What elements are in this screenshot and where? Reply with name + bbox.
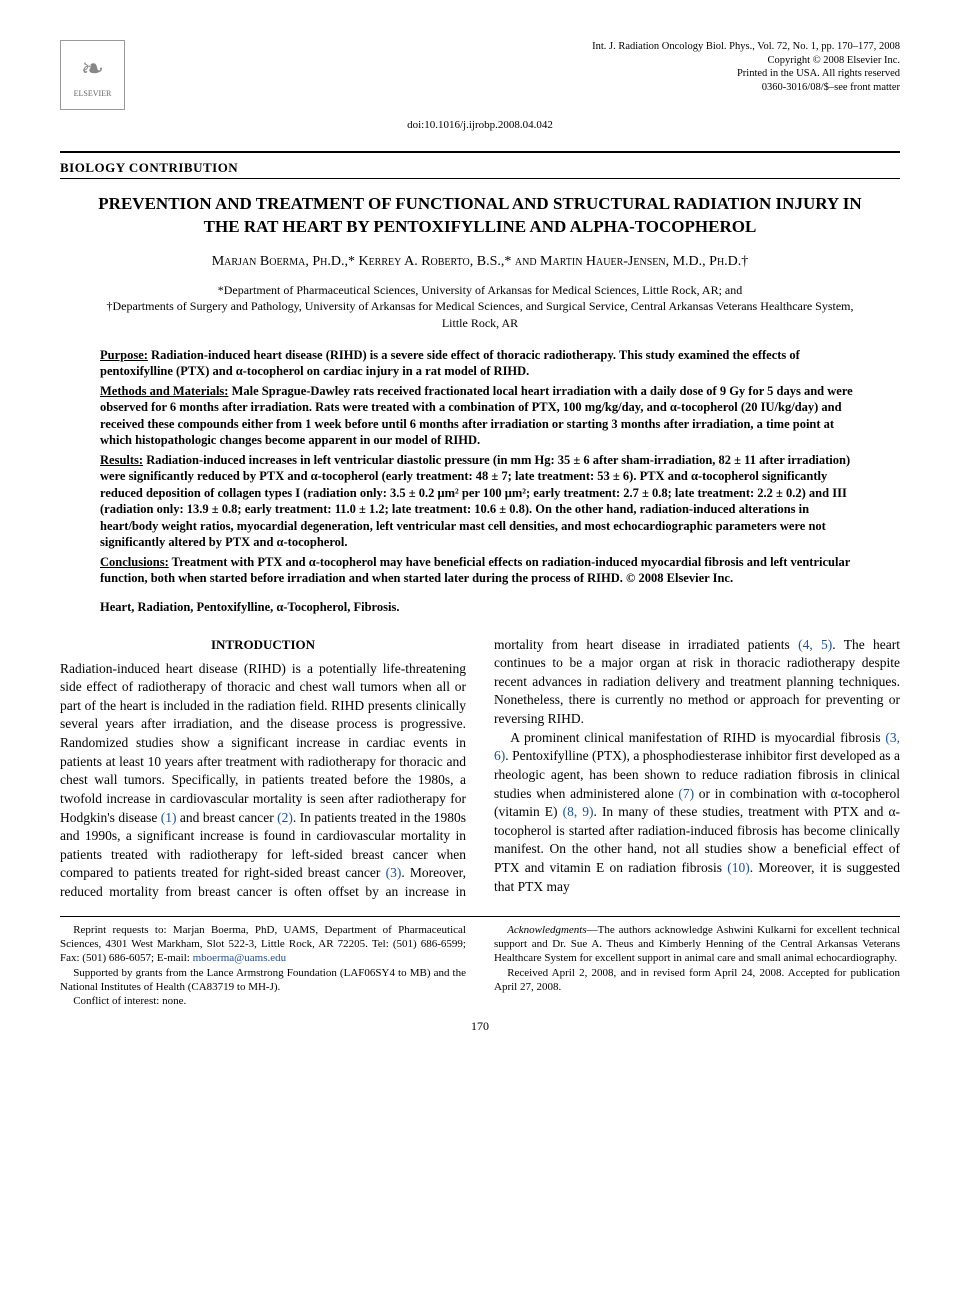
affiliation-1: *Department of Pharmaceutical Sciences, … (100, 282, 860, 298)
page-number: 170 (60, 1018, 900, 1034)
conclusions-head: Conclusions: (100, 555, 169, 569)
journal-meta: Int. J. Radiation Oncology Biol. Phys., … (592, 40, 900, 95)
support-note: Supported by grants from the Lance Armst… (60, 966, 466, 995)
rule-under-label (60, 178, 900, 179)
section-label: BIOLOGY CONTRIBUTION (60, 159, 900, 177)
publisher-logo-label: ELSEVIER (74, 89, 112, 100)
conflict-note: Conflict of interest: none. (60, 994, 466, 1008)
ack-label: Acknowledgments (507, 924, 586, 936)
footnote-separator (60, 916, 900, 917)
body-columns: INTRODUCTION Radiation-induced heart dis… (60, 636, 900, 902)
ref-link-8-9[interactable]: (8, 9) (563, 804, 594, 819)
received-dates: Received April 2, 2008, and in revised f… (494, 966, 900, 995)
reprint-request: Reprint requests to: Marjan Boerma, PhD,… (60, 923, 466, 966)
ref-link-7[interactable]: (7) (678, 786, 694, 801)
intro-paragraph-2: A prominent clinical manifestation of RI… (494, 729, 900, 897)
abstract-purpose: Purpose: Radiation-induced heart disease… (100, 347, 860, 380)
results-text: Radiation-induced increases in left vent… (100, 453, 850, 550)
abstract-methods: Methods and Materials: Male Sprague-Dawl… (100, 383, 860, 449)
printed-line: Printed in the USA. All rights reserved (592, 67, 900, 81)
publisher-logo: ❧ ELSEVIER (60, 40, 125, 110)
purpose-head: Purpose: (100, 348, 148, 362)
affiliation-2: †Departments of Surgery and Pathology, U… (100, 298, 860, 330)
journal-citation: Int. J. Radiation Oncology Biol. Phys., … (592, 40, 900, 54)
purpose-text: Radiation-induced heart disease (RIHD) i… (100, 348, 800, 379)
issn-line: 0360-3016/08/$–see front matter (592, 81, 900, 95)
acknowledgments: Acknowledgments—The authors acknowledge … (494, 923, 900, 966)
abstract-conclusions: Conclusions: Treatment with PTX and α-to… (100, 554, 860, 587)
tree-icon: ❧ (81, 51, 104, 89)
article-title: PREVENTION AND TREATMENT OF FUNCTIONAL A… (80, 193, 880, 239)
rule-top-thick (60, 151, 900, 153)
introduction-heading: INTRODUCTION (60, 636, 466, 654)
ref-link-10[interactable]: (10) (727, 860, 750, 875)
conclusions-text: Treatment with PTX and α-tocopherol may … (100, 555, 850, 586)
abstract-results: Results: Radiation-induced increases in … (100, 452, 860, 551)
header-row: ❧ ELSEVIER Int. J. Radiation Oncology Bi… (60, 40, 900, 110)
footnote-columns: Reprint requests to: Marjan Boerma, PhD,… (60, 923, 900, 1009)
copyright-line: Copyright © 2008 Elsevier Inc. (592, 54, 900, 68)
results-head: Results: (100, 453, 143, 467)
affiliations: *Department of Pharmaceutical Sciences, … (100, 282, 860, 331)
keywords: Heart, Radiation, Pentoxifylline, α-Toco… (100, 599, 860, 616)
ref-link-4-5[interactable]: (4, 5) (798, 637, 832, 652)
ref-link-3[interactable]: (3) (386, 865, 402, 880)
abstract-block: Purpose: Radiation-induced heart disease… (100, 347, 860, 587)
ref-link-1[interactable]: (1) (161, 810, 177, 825)
authors-line: Marjan Boerma, Ph.D.,* Kerrey A. Roberto… (60, 253, 900, 272)
email-link[interactable]: mboerma@uams.edu (193, 952, 287, 964)
methods-head: Methods and Materials: (100, 384, 228, 398)
doi: doi:10.1016/j.ijrobp.2008.04.042 (60, 118, 900, 133)
ref-link-2[interactable]: (2) (277, 810, 293, 825)
